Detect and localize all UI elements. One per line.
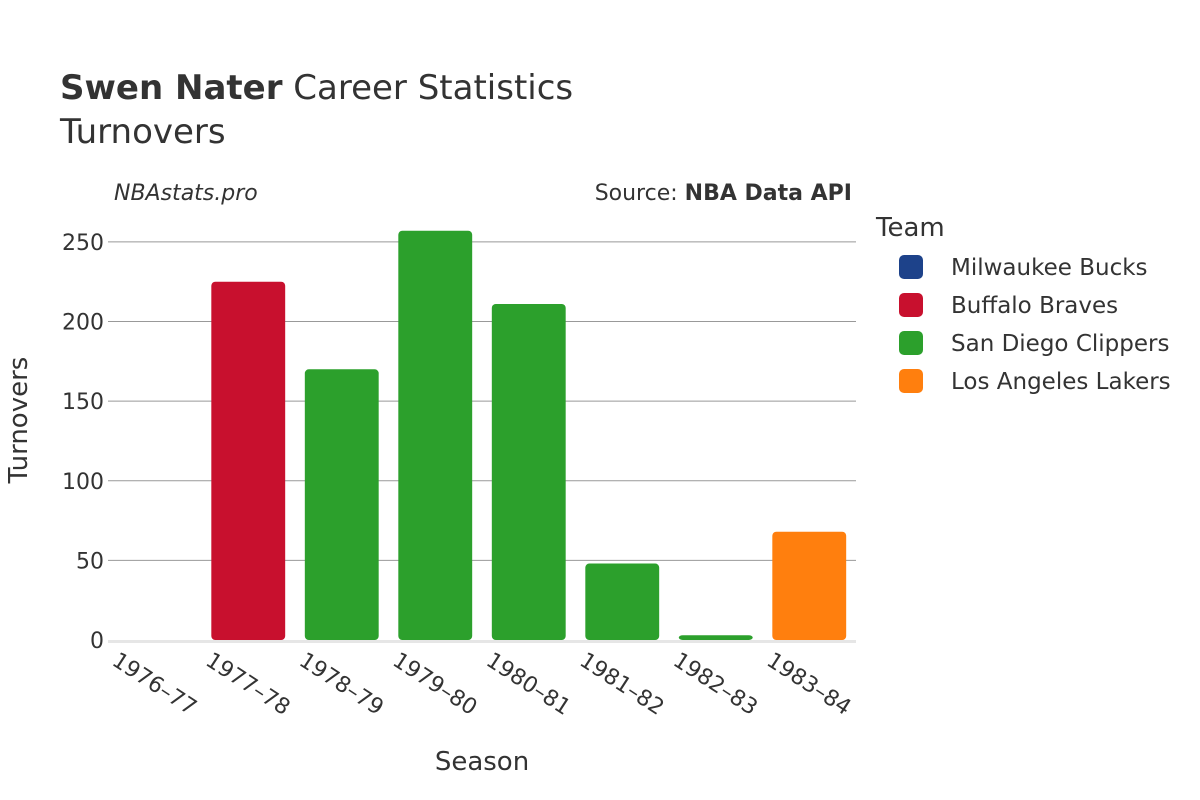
player-name: Swen Nater	[60, 68, 283, 108]
x-tick-label: 1983–84	[762, 648, 855, 721]
y-tick-label: 250	[62, 231, 104, 256]
chart-subtitle: Turnovers	[60, 112, 226, 152]
bar	[585, 563, 660, 640]
bar	[772, 531, 847, 640]
y-tick-label: 0	[90, 629, 104, 654]
x-tick-label: 1979–80	[388, 648, 481, 721]
bars	[211, 230, 847, 640]
x-axis-label: Season	[435, 747, 529, 777]
source-prefix: Source:	[595, 181, 685, 206]
x-tick-label: 1980–81	[481, 648, 574, 721]
legend-swatch	[899, 331, 923, 355]
bar	[678, 635, 753, 640]
chart-title: Swen Nater Career Statistics Turnovers	[60, 66, 573, 154]
source-credit: Source: NBA Data API	[595, 181, 852, 206]
legend: Milwaukee Bucks Buffalo Braves San Diego C…	[899, 255, 1171, 395]
source-name: NBA Data API	[685, 181, 852, 206]
x-tick-label: 1981–82	[575, 648, 668, 721]
title-rest: Career Statistics	[282, 68, 574, 108]
y-tick-label: 150	[62, 390, 104, 415]
bar	[304, 369, 379, 640]
x-axis-ticks: 1976–77 1977–78 1978–79 1979–80 1980–81 1981–…	[107, 648, 855, 721]
bar	[491, 303, 566, 640]
y-tick-label: 200	[62, 311, 104, 336]
legend-label: San Diego Clippers	[951, 331, 1169, 357]
site-credit: NBAstats.pro	[114, 181, 258, 206]
legend-label: Buffalo Braves	[951, 293, 1118, 319]
bar	[398, 230, 473, 640]
legend-swatch	[899, 255, 923, 279]
bar	[211, 281, 286, 640]
x-tick-label: 1982–83	[668, 648, 761, 721]
legend-title: Team	[875, 213, 945, 243]
x-tick-label: 1977–78	[201, 648, 294, 721]
x-tick-label: 1978–79	[294, 648, 387, 721]
y-tick-label: 50	[76, 549, 104, 574]
y-axis-label: Turnovers	[4, 357, 34, 485]
y-axis-ticks: 0 50 100 150 200 250	[62, 231, 104, 654]
legend-swatch	[899, 369, 923, 393]
legend-label: Milwaukee Bucks	[951, 255, 1148, 281]
x-tick-label: 1976–77	[107, 648, 200, 721]
legend-label: Los Angeles Lakers	[951, 369, 1171, 395]
y-tick-label: 100	[62, 470, 104, 495]
legend-swatch	[899, 293, 923, 317]
